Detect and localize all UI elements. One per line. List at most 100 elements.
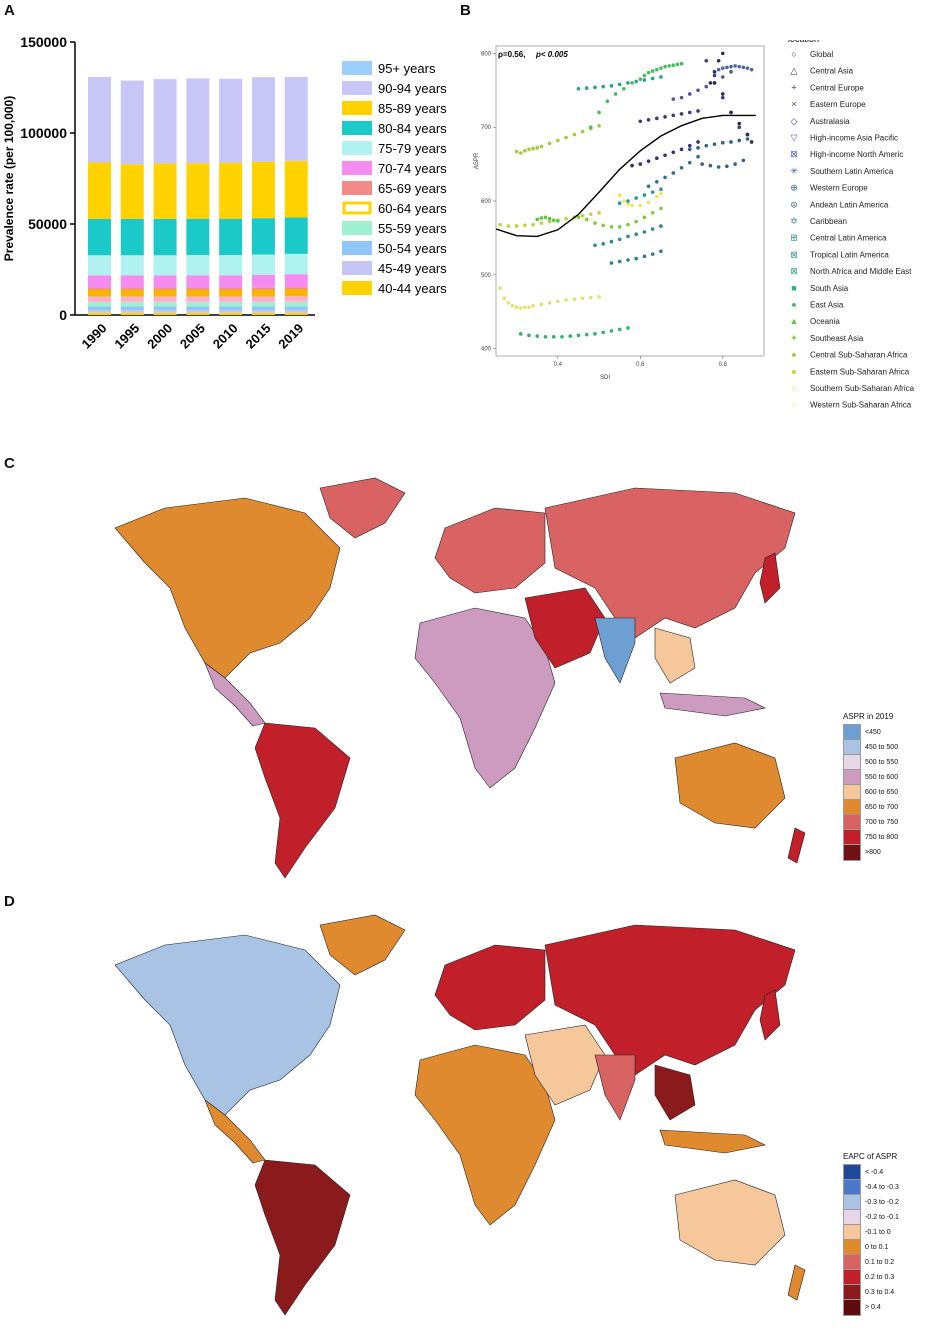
data-point <box>679 95 684 100</box>
y-tick-label: 100000 <box>20 125 67 141</box>
data-point <box>601 242 605 246</box>
legend-symbol: ⊠ <box>790 266 798 276</box>
data-point <box>506 224 511 228</box>
legend-title: location <box>788 40 819 44</box>
legend-symbol: ⊠ <box>790 149 798 159</box>
data-point <box>671 113 676 118</box>
data-point <box>655 156 659 160</box>
panel-label-c: C <box>4 455 15 472</box>
data-point <box>518 151 523 155</box>
greenland-region <box>319 914 406 976</box>
legend-row: 0.1 to 0.2 <box>843 1254 899 1271</box>
data-point <box>687 147 692 152</box>
data-point <box>749 140 754 144</box>
legend-label: Western Sub-Saharan Africa <box>810 401 912 410</box>
data-point <box>646 70 651 75</box>
legend-symbol: ⊜ <box>790 199 798 209</box>
bar-segment <box>219 301 243 307</box>
data-point <box>514 305 519 310</box>
scatter-chart: 400 500 600 700 800 0.4 0.6 0.8 SDI ASPR ρ=0.56, p<… <box>474 40 915 410</box>
bar-segment <box>251 289 275 297</box>
data-point <box>617 82 622 87</box>
data-point <box>737 125 742 129</box>
data-point <box>605 99 610 104</box>
legend-row: >800 <box>843 844 898 861</box>
bar-segment <box>88 312 111 315</box>
legend-label: High-income North Americ <box>810 150 903 159</box>
bar-segment <box>153 79 177 164</box>
legend-label: South Asia <box>810 284 849 293</box>
bar-segment <box>186 312 210 315</box>
legend-label: 65-69 years <box>378 181 447 196</box>
legend-label: 75-79 years <box>378 141 447 156</box>
legend-label: 0.2 to 0.3 <box>865 1274 895 1281</box>
x-tick-label: 0.6 <box>636 362 645 368</box>
legend-label: >800 <box>865 849 881 856</box>
data-point <box>527 147 531 152</box>
bar-segment <box>219 296 243 302</box>
legend-label: High-income Asia Pacific <box>810 134 898 143</box>
bar-segment <box>186 163 210 219</box>
data-point <box>667 64 671 68</box>
data-point <box>580 213 585 218</box>
bar-segment <box>153 296 177 302</box>
legend-row: 600 to 650 <box>843 784 898 801</box>
north-america-region <box>114 934 341 1116</box>
data-point <box>543 335 548 339</box>
north-america-region <box>114 497 341 679</box>
legend-symbol: ▽ <box>791 133 798 143</box>
data-point <box>638 77 643 82</box>
data-point <box>626 222 630 227</box>
y-axis-label: ASPR <box>474 152 480 169</box>
world-map-eapc-aspr <box>114 914 806 1316</box>
bar-segment <box>186 306 210 311</box>
legend-label: Caribbean <box>810 217 847 226</box>
data-point <box>626 199 630 203</box>
legend-symbol: ⊞ <box>790 233 798 243</box>
legend-label: 650 to 700 <box>865 804 899 811</box>
legend-label: -0.2 to -0.1 <box>865 1214 899 1221</box>
australia-region <box>674 1179 786 1266</box>
data-point <box>531 304 535 308</box>
data-point <box>659 249 663 253</box>
data-point <box>576 87 581 91</box>
data-point <box>659 66 663 70</box>
data-point <box>745 137 750 141</box>
bar-segment <box>153 289 177 297</box>
bar-segment <box>219 306 243 311</box>
data-point <box>617 201 622 206</box>
bar-segment <box>88 306 111 311</box>
data-point <box>696 154 700 159</box>
data-point <box>589 125 593 129</box>
data-point <box>675 62 680 67</box>
data-point <box>597 211 601 215</box>
bar-segment <box>251 312 275 315</box>
y-tick-label: 400 <box>481 347 492 353</box>
bar-segment <box>219 312 243 315</box>
legend-row: 550 to 600 <box>843 769 898 786</box>
legend-swatch <box>342 221 372 235</box>
y-tick-label: 700 <box>481 125 492 131</box>
data-point <box>531 222 535 227</box>
bar-segment <box>284 312 308 315</box>
legend-swatch <box>342 121 372 135</box>
data-point <box>733 162 737 166</box>
data-point <box>659 191 663 196</box>
data-point <box>716 58 721 63</box>
x-axis-label: SDI <box>600 375 610 381</box>
data-point <box>539 144 544 149</box>
y-tick-label: 0 <box>59 307 67 323</box>
europe-region <box>434 944 546 1031</box>
data-point <box>642 78 647 82</box>
legend-label: 40-44 years <box>378 281 447 296</box>
legend-label: North Africa and Middle East <box>810 267 912 276</box>
legend-label: Central Sub-Saharan Africa <box>810 351 908 360</box>
indonesia-region <box>659 1129 766 1154</box>
data-point <box>650 252 655 256</box>
legend-label: 90-94 years <box>378 81 447 96</box>
legend-row: <450 <box>843 724 898 741</box>
bar-segment <box>186 310 210 313</box>
legend-label: Southeast Asia <box>810 334 864 343</box>
data-point <box>642 73 647 78</box>
annotation-rho: ρ=0.56, <box>498 50 525 59</box>
